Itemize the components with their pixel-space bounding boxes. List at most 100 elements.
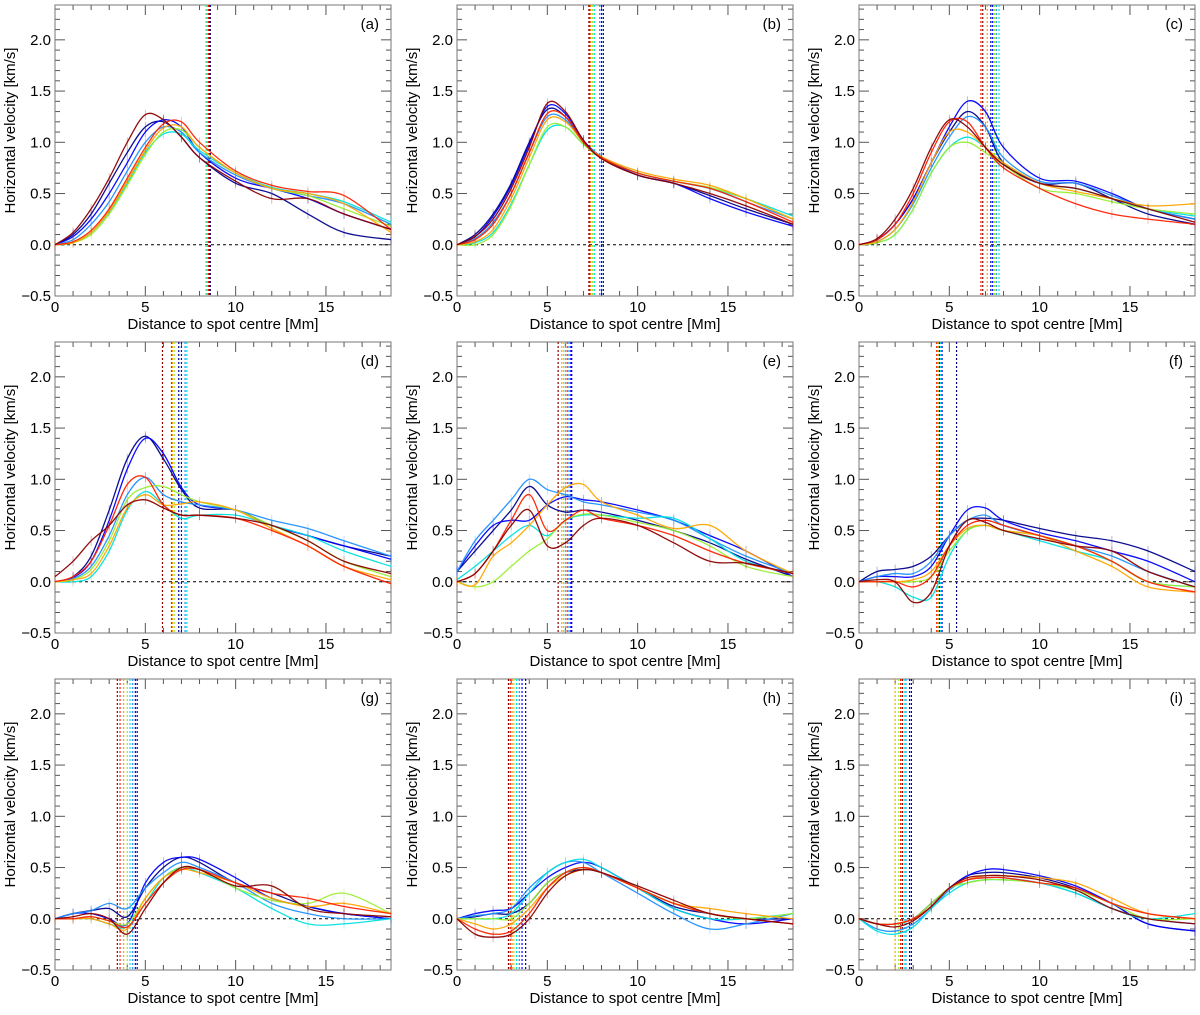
plot-frame	[858, 678, 1196, 971]
y-tick-label: 0.5	[834, 860, 855, 877]
x-tick-label: 5	[543, 973, 551, 990]
series-line	[456, 122, 794, 247]
x-tick-label: 15	[318, 636, 335, 653]
x-tick-label: 10	[227, 973, 244, 990]
series-line	[54, 131, 392, 246]
x-axis-label: Distance to spot centre [Mm]	[530, 990, 721, 1007]
series-line	[858, 874, 1196, 928]
series-line	[456, 860, 794, 931]
plot-frame	[858, 341, 1196, 634]
series-line	[858, 100, 1196, 246]
y-tick-label: 0.0	[30, 911, 51, 928]
y-tick-label: 0.5	[834, 523, 855, 540]
x-tick-label: 10	[1031, 973, 1048, 990]
y-tick-label: 0.5	[30, 523, 51, 540]
y-tick-label: −0.5	[21, 288, 51, 305]
y-tick-label: 1.5	[432, 420, 453, 437]
x-tick-label: 10	[629, 973, 646, 990]
y-tick-label: 1.5	[432, 83, 453, 100]
panel-label: (i)	[1170, 690, 1183, 707]
y-axis-label: Horizontal velocity [km/s]	[404, 722, 421, 888]
series-line	[858, 118, 1196, 246]
x-tick-label: 15	[720, 973, 737, 990]
y-tick-label: 2.0	[834, 706, 855, 723]
x-tick-label: 10	[1031, 299, 1048, 316]
y-axis-label: Horizontal velocity [km/s]	[2, 48, 19, 214]
series-line	[456, 513, 794, 588]
y-axis-label: Horizontal velocity [km/s]	[2, 385, 19, 551]
x-tick-label: 0	[51, 973, 59, 990]
series-line	[456, 110, 794, 246]
x-tick-label: 5	[141, 299, 149, 316]
x-tick-label: 0	[453, 973, 461, 990]
plot-frame	[54, 678, 392, 971]
y-axis-label: Horizontal velocity [km/s]	[404, 48, 421, 214]
x-tick-label: 10	[227, 299, 244, 316]
y-tick-label: 2.0	[834, 32, 855, 49]
series-line	[456, 113, 794, 246]
series-line	[456, 100, 794, 246]
x-axis-label: Distance to spot centre [Mm]	[932, 316, 1123, 333]
y-tick-label: 2.0	[432, 706, 453, 723]
y-tick-label: 0.5	[30, 860, 51, 877]
y-tick-label: 1.0	[834, 471, 855, 488]
series-line	[54, 499, 392, 578]
y-tick-label: −0.5	[21, 962, 51, 979]
series-line	[54, 120, 392, 246]
panel-label: (h)	[763, 690, 781, 707]
series-line	[54, 865, 392, 935]
y-tick-label: 1.5	[30, 420, 51, 437]
series-line	[55, 868, 392, 931]
plot-frame	[456, 4, 794, 297]
panel-label: (b)	[763, 16, 781, 33]
series-line	[54, 127, 392, 246]
y-tick-label: −0.5	[825, 625, 855, 642]
series-line	[54, 124, 392, 246]
series-line	[54, 112, 392, 246]
plot-frame	[456, 678, 794, 971]
series-line	[858, 128, 1196, 246]
series-line	[456, 495, 794, 578]
series-line	[456, 124, 794, 246]
x-tick-label: 0	[855, 973, 863, 990]
y-axis-label: Horizontal velocity [km/s]	[806, 385, 823, 551]
panel-label: (g)	[361, 690, 379, 707]
series-line	[54, 476, 392, 583]
plot-frame	[54, 341, 392, 634]
series-line	[54, 119, 392, 246]
y-tick-label: 1.0	[432, 808, 453, 825]
series-line	[858, 517, 1196, 583]
y-tick-label: 1.0	[30, 134, 51, 151]
x-tick-label: 5	[945, 973, 953, 990]
plot-frame	[858, 4, 1196, 297]
y-tick-label: 2.0	[432, 369, 453, 386]
y-tick-label: 1.0	[432, 471, 453, 488]
y-tick-label: 1.5	[834, 420, 855, 437]
y-tick-label: 1.0	[30, 808, 51, 825]
x-tick-label: 15	[1122, 973, 1139, 990]
y-tick-label: 2.0	[432, 32, 453, 49]
x-tick-label: 0	[51, 299, 59, 316]
y-tick-label: 0.0	[834, 574, 855, 591]
y-tick-label: 1.5	[834, 757, 855, 774]
y-tick-label: 0.5	[432, 523, 453, 540]
series-line	[54, 856, 392, 920]
x-axis-label: Distance to spot centre [Mm]	[932, 990, 1123, 1007]
series-line	[456, 103, 794, 246]
series-line	[54, 118, 392, 246]
y-tick-label: −0.5	[825, 288, 855, 305]
y-axis-label: Horizontal velocity [km/s]	[404, 385, 421, 551]
y-tick-label: 1.5	[834, 83, 855, 100]
y-tick-label: 0.0	[834, 237, 855, 254]
y-tick-label: 0.5	[30, 186, 51, 203]
x-tick-label: 5	[543, 636, 551, 653]
x-tick-label: 15	[720, 636, 737, 653]
series-line	[456, 508, 794, 583]
